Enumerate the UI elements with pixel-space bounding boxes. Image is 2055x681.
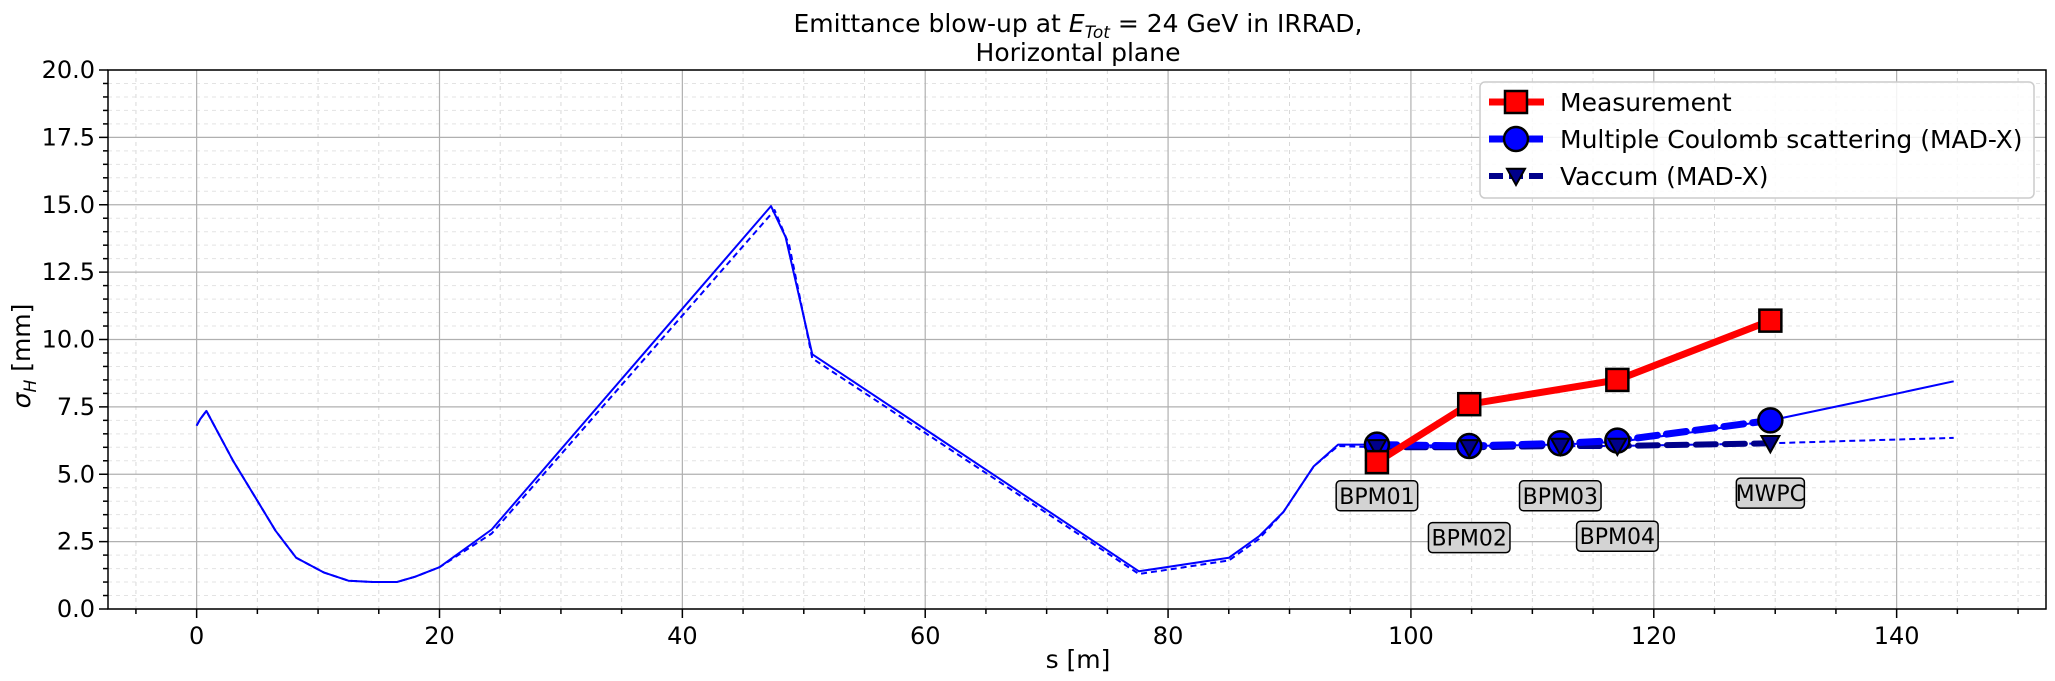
- x-tick-label: 60: [910, 622, 941, 650]
- legend-label-0: Measurement: [1560, 88, 1732, 117]
- legend-label-2: Vaccum (MAD-X): [1560, 162, 1768, 191]
- annotation-layer: BPM01 BPM02 BPM03 BPM04 MWPC: [1335, 477, 1806, 554]
- x-tick-label: 80: [1153, 622, 1184, 650]
- x-tick-label: 120: [1631, 622, 1677, 650]
- series-line-0: [1373, 317, 1774, 466]
- annotation-box-4: [1735, 477, 1806, 509]
- y-tick-label: 0.0: [57, 595, 95, 623]
- y-tick-label: 7.5: [57, 393, 95, 421]
- annotation-label-3: BPM04: [1580, 525, 1655, 550]
- legend-label-1: Multiple Coulomb scattering (MAD-X): [1560, 125, 2023, 154]
- annotation-label-4: MWPC: [1736, 482, 1805, 507]
- series-2-marker-1: [1458, 439, 1480, 459]
- annotation-label-0: BPM01: [1339, 485, 1414, 510]
- series-0-marker-1: [1456, 391, 1482, 417]
- y-tick-label: 20.0: [42, 56, 95, 84]
- legend-marker-1: [1502, 125, 1530, 153]
- y-axis-label-unit: [mm]: [7, 304, 36, 380]
- legend-marker-2: [1505, 167, 1527, 188]
- annotation-box-1: [1427, 521, 1511, 554]
- chart-title-e-subscript: Tot: [1085, 23, 1112, 43]
- legend-box: [1479, 81, 2035, 199]
- series-2-marker-3: [1606, 437, 1629, 458]
- y-tick-label: 17.5: [42, 123, 95, 151]
- annotation-label-2: BPM03: [1523, 485, 1598, 510]
- y-axis-label: σH [mm]: [7, 304, 41, 409]
- y-tick-label: 5.0: [57, 460, 95, 488]
- series-2-marker-2: [1549, 437, 1571, 458]
- x-tick-label: 0: [189, 622, 204, 650]
- legend-entries: Measurement Multiple Coulomb scattering (…: [1489, 88, 2023, 191]
- annotation-box-2: [1518, 480, 1602, 512]
- data-layer: [195, 205, 1954, 583]
- minor-grid: [108, 70, 2046, 609]
- chart-title-prefix: Emittance blow-up at: [794, 9, 1069, 38]
- chart-title-line2: Horizontal plane: [976, 38, 1181, 67]
- series-2-marker-0: [1366, 439, 1388, 459]
- series-0-marker-0: [1364, 449, 1390, 475]
- chart-title-e-symbol: E: [1069, 9, 1085, 38]
- series-0-marker-3: [1758, 308, 1783, 333]
- series-1-marker-4: [1757, 407, 1784, 434]
- y-axis-label-symbol: σ: [7, 391, 36, 408]
- legend: Measurement Multiple Coulomb scattering (…: [1479, 81, 2035, 199]
- y-axis-label-subscript: H: [21, 380, 41, 393]
- series-0-marker-2: [1605, 367, 1630, 393]
- x-tick-label: 40: [667, 622, 698, 650]
- x-axis-label: s [m]: [1046, 645, 1111, 674]
- annotation-label-1: BPM02: [1432, 527, 1507, 552]
- x-tick-label: 20: [424, 622, 455, 650]
- axes-layer: 0 20 40 60 80 100 120 140 0.0 2.5 5.0 7.5 10.0 12.5 15…: [42, 56, 2047, 650]
- major-grid: [108, 69, 2046, 610]
- legend-marker-0: [1503, 89, 1529, 115]
- annotation-box-3: [1575, 520, 1659, 552]
- chart-title-suffix: = 24 GeV in IRRAD,: [1110, 9, 1363, 38]
- chart-title-line1: Emittance blow-up at ETot = 24 GeV in IR…: [794, 9, 1363, 43]
- x-tick-label: 140: [1874, 622, 1920, 650]
- y-tick-label: 15.0: [42, 191, 95, 219]
- y-tick-label: 10.0: [42, 326, 95, 354]
- y-tick-label: 12.5: [42, 258, 95, 286]
- series-2-marker-4: [1759, 435, 1782, 455]
- x-tick-label: 100: [1388, 622, 1434, 650]
- annotation-box-0: [1335, 480, 1419, 512]
- y-tick-label: 2.5: [57, 528, 95, 556]
